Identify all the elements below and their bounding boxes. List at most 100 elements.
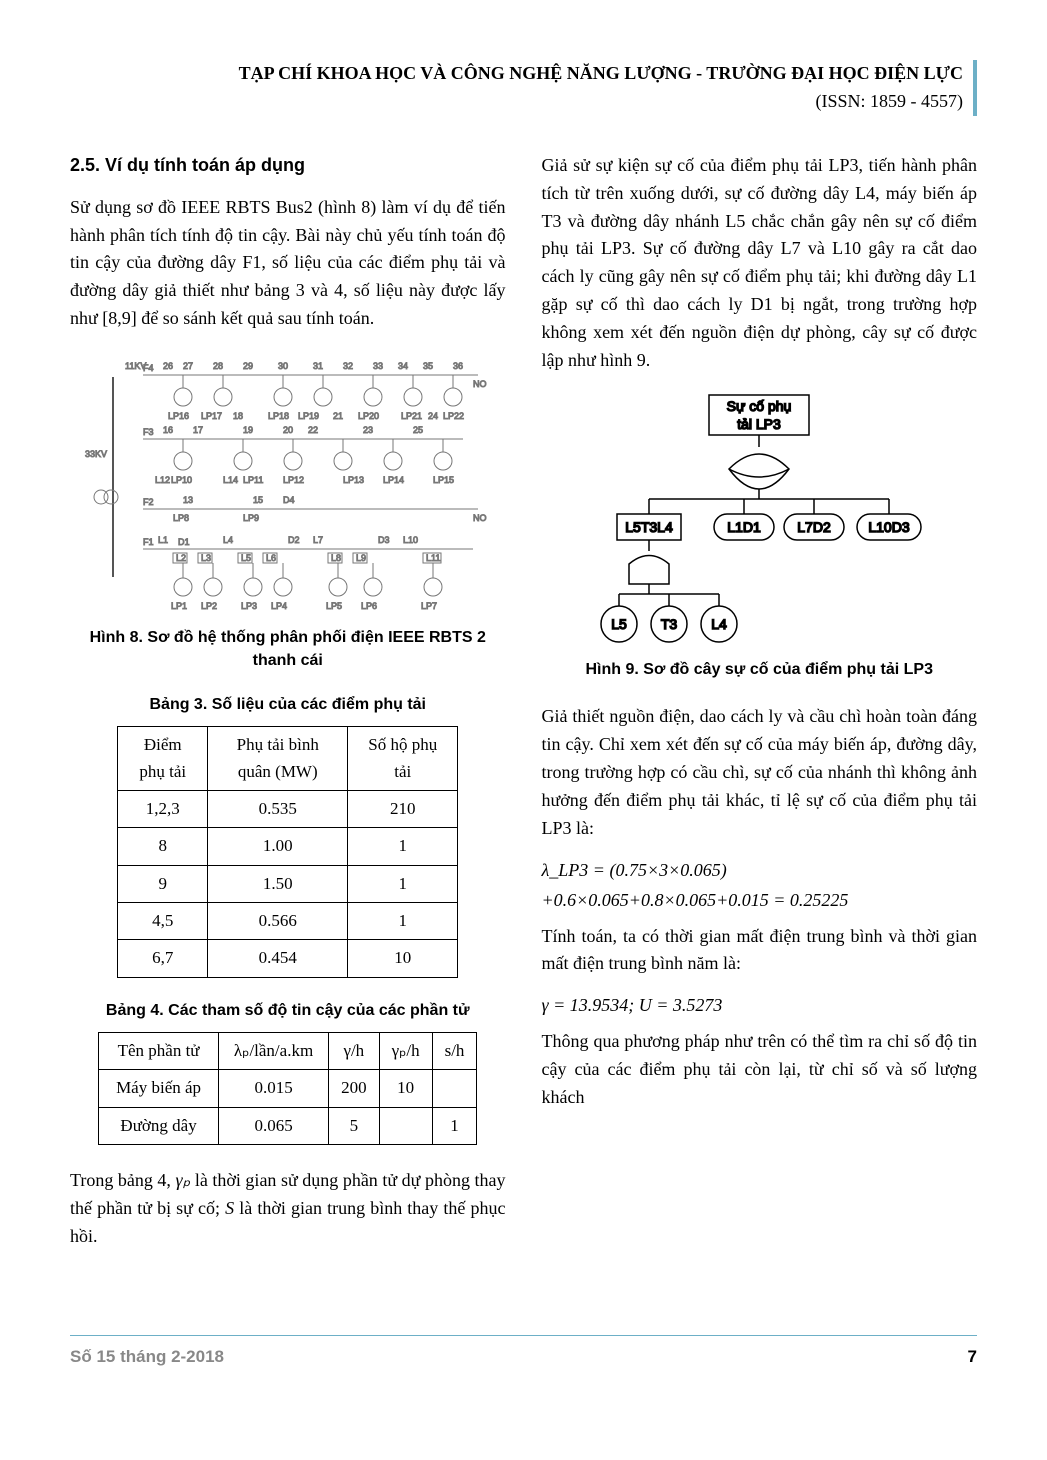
svg-text:LP15: LP15 xyxy=(433,475,454,485)
svg-text:LP7: LP7 xyxy=(421,601,437,611)
svg-text:LP17: LP17 xyxy=(201,411,222,421)
svg-text:F1: F1 xyxy=(143,537,154,547)
svg-text:32: 32 xyxy=(343,361,353,371)
svg-text:LP20: LP20 xyxy=(358,411,379,421)
svg-text:F4: F4 xyxy=(143,363,154,373)
svg-text:L7: L7 xyxy=(313,535,323,545)
tree-child-1: L1D1 xyxy=(728,519,762,535)
svg-text:15: 15 xyxy=(253,495,263,505)
svg-text:LP21: LP21 xyxy=(401,411,422,421)
svg-text:L2: L2 xyxy=(176,553,186,563)
svg-text:29: 29 xyxy=(243,361,253,371)
table-row: Máy biến áp 0.015 200 10 xyxy=(99,1070,477,1107)
svg-text:L10: L10 xyxy=(403,535,418,545)
svg-text:L8: L8 xyxy=(331,553,341,563)
t4-h3: γₚ/h xyxy=(379,1033,432,1070)
svg-text:LP18: LP18 xyxy=(268,411,289,421)
svg-text:LP16: LP16 xyxy=(168,411,189,421)
content-columns: 2.5. Ví dụ tính toán áp dụng Sử dụng sơ … xyxy=(70,152,977,1265)
t4-h1: λₚ/lần/a.km xyxy=(219,1033,329,1070)
svg-text:23: 23 xyxy=(363,425,373,435)
tree-gc-0: L5 xyxy=(611,616,627,632)
page-header: TẠP CHÍ KHOA HỌC VÀ CÔNG NGHỆ NĂNG LƯỢNG… xyxy=(70,60,977,116)
tree-gc-1: T3 xyxy=(661,616,678,632)
svg-text:36: 36 xyxy=(453,361,463,371)
svg-text:LP3: LP3 xyxy=(241,601,257,611)
table-row: 1,2,30.535210 xyxy=(118,790,458,827)
figure-9-diagram: Sự cố phụ tải LP3 L5 T3 L4 L1D1 xyxy=(589,389,929,649)
tree-gc-2: L4 xyxy=(711,616,727,632)
svg-text:D3: D3 xyxy=(378,535,390,545)
tree-root-l2: tải LP3 xyxy=(737,416,781,432)
svg-text:LP5: LP5 xyxy=(326,601,342,611)
left-p1: Sử dụng sơ đồ IEEE RBTS Bus2 (hình 8) là… xyxy=(70,194,506,333)
svg-text:LP6: LP6 xyxy=(361,601,377,611)
svg-text:35: 35 xyxy=(423,361,433,371)
svg-text:25: 25 xyxy=(413,425,423,435)
t3-h1: Phụ tải bình quân (MW) xyxy=(208,727,348,791)
svg-text:LP22: LP22 xyxy=(443,411,464,421)
t3-h2: Số hộ phụ tải xyxy=(348,727,458,791)
svg-text:L12: L12 xyxy=(155,475,170,485)
journal-title: TẠP CHÍ KHOA HỌC VÀ CÔNG NGHỆ NĂNG LƯỢNG… xyxy=(70,60,963,88)
svg-text:L4: L4 xyxy=(223,535,233,545)
table-4-caption: Bảng 4. Các tham số độ tin cậy của các p… xyxy=(70,1000,506,1022)
svg-text:34: 34 xyxy=(398,361,408,371)
svg-text:LP13: LP13 xyxy=(343,475,364,485)
right-p3: Tính toán, ta có thời gian mất điện trun… xyxy=(542,923,978,979)
svg-text:13: 13 xyxy=(183,495,193,505)
svg-text:27: 27 xyxy=(183,361,193,371)
bus-label-33kv: 33KV xyxy=(85,449,107,459)
right-p2: Giả thiết nguồn điện, dao cách ly và cầu… xyxy=(542,703,978,842)
journal-issn: (ISSN: 1859 - 4557) xyxy=(70,88,963,116)
tree-child-3: L10D3 xyxy=(869,519,910,535)
t4-h4: s/h xyxy=(432,1033,477,1070)
figure-8-diagram: 33KV 11KV F4 NO 2627 2829 3031 3233 3435… xyxy=(70,347,506,617)
svg-text:NO: NO xyxy=(473,379,487,389)
svg-text:D4: D4 xyxy=(283,495,295,505)
section-heading: 2.5. Ví dụ tính toán áp dụng xyxy=(70,152,506,180)
svg-text:21: 21 xyxy=(333,411,343,421)
svg-text:17: 17 xyxy=(193,425,203,435)
svg-text:D2: D2 xyxy=(288,535,300,545)
svg-text:18: 18 xyxy=(233,411,243,421)
figure-8-caption: Hình 8. Sơ đồ hệ thống phân phối điện IE… xyxy=(70,627,506,672)
svg-text:24: 24 xyxy=(428,411,438,421)
equation-1b: +0.6×0.065+0.8×0.065+0.015 = 0.25225 xyxy=(542,887,978,915)
t4-h2: γ/h xyxy=(329,1033,380,1070)
svg-text:22: 22 xyxy=(308,425,318,435)
svg-text:LP10: LP10 xyxy=(171,475,192,485)
svg-text:LP4: LP4 xyxy=(271,601,287,611)
table-row: 6,70.45410 xyxy=(118,940,458,977)
svg-text:20: 20 xyxy=(283,425,293,435)
footer-issue: Số 15 tháng 2-2018 xyxy=(70,1344,224,1370)
svg-text:NO: NO xyxy=(473,513,487,523)
table-4: Tên phần tử λₚ/lần/a.km γ/h γₚ/h s/h Máy… xyxy=(98,1032,477,1145)
tree-root-l1: Sự cố phụ xyxy=(727,398,792,414)
footer-page-number: 7 xyxy=(968,1344,977,1370)
svg-text:L1: L1 xyxy=(158,535,168,545)
right-column: Giả sử sự kiện sự cố của điểm phụ tải LP… xyxy=(542,152,978,1265)
svg-text:F2: F2 xyxy=(143,497,154,507)
svg-text:LP8: LP8 xyxy=(173,513,189,523)
svg-text:31: 31 xyxy=(313,361,323,371)
svg-text:LP19: LP19 xyxy=(298,411,319,421)
svg-text:L3: L3 xyxy=(201,553,211,563)
svg-text:L14: L14 xyxy=(223,475,238,485)
right-p4: Thông qua phương pháp như trên có thể tì… xyxy=(542,1028,978,1112)
svg-text:28: 28 xyxy=(213,361,223,371)
table-3-caption: Bảng 3. Số liệu của các điểm phụ tải xyxy=(70,694,506,716)
page-footer: Số 15 tháng 2-2018 7 xyxy=(70,1335,977,1370)
t4-h0: Tên phần tử xyxy=(99,1033,219,1070)
svg-text:LP14: LP14 xyxy=(383,475,404,485)
table-row: 4,50.5661 xyxy=(118,903,458,940)
tree-child-2: L7D2 xyxy=(798,519,832,535)
left-p2: Trong bảng 4, γₚ là thời gian sử dụng ph… xyxy=(70,1167,506,1251)
svg-text:D1: D1 xyxy=(178,537,190,547)
table-row: 81.001 xyxy=(118,828,458,865)
svg-text:LP12: LP12 xyxy=(283,475,304,485)
svg-text:L6: L6 xyxy=(266,553,276,563)
table-row: 91.501 xyxy=(118,865,458,902)
svg-text:26: 26 xyxy=(163,361,173,371)
equation-1a: λ_LP3 = (0.75×3×0.065) xyxy=(542,857,978,885)
